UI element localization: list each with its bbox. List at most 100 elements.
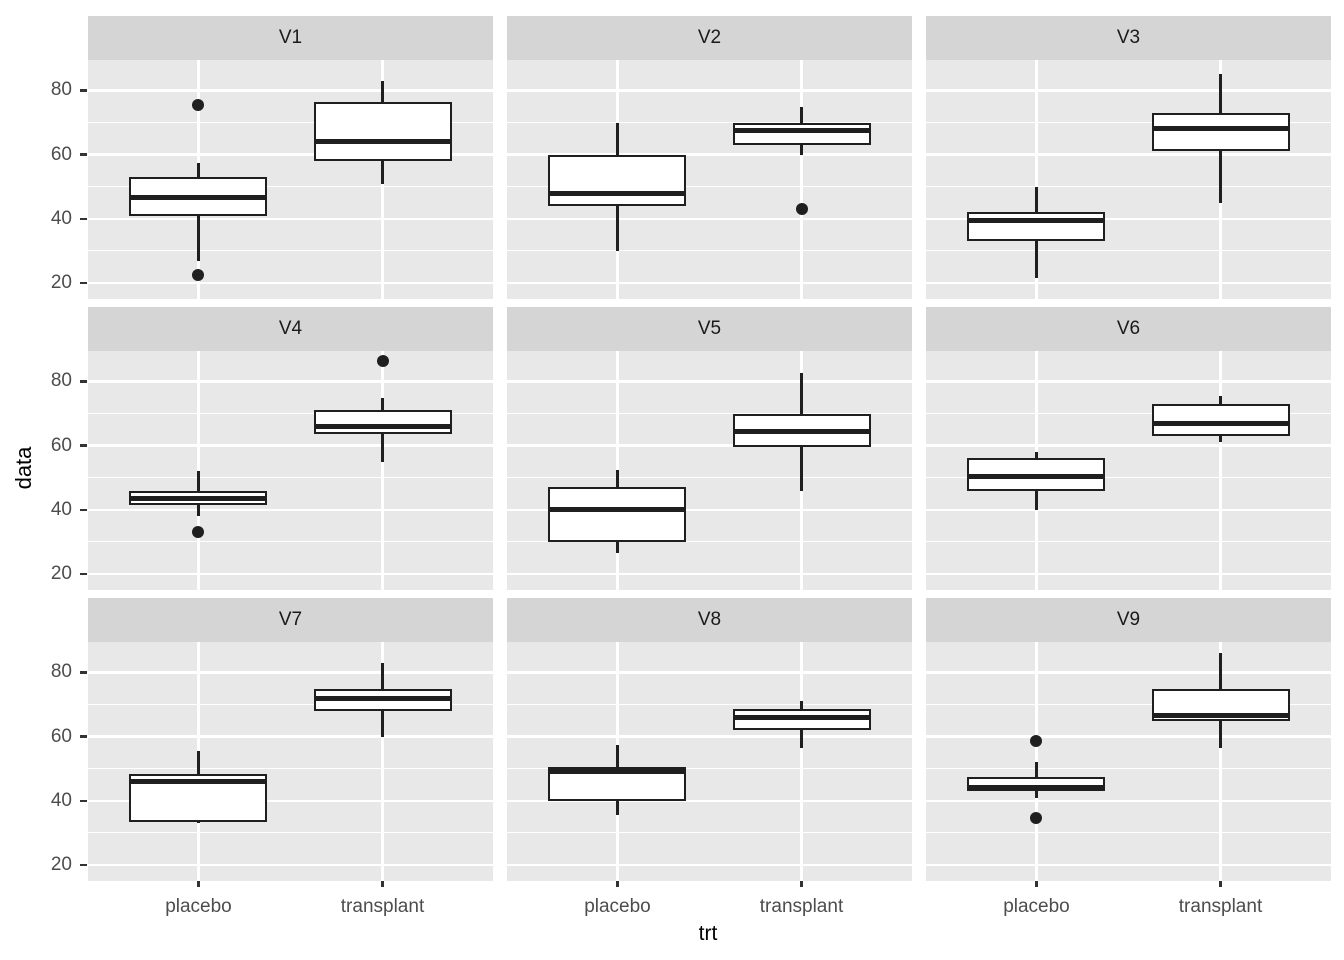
- y-tick-label: 60: [50, 434, 72, 456]
- vertical-gridline: [1035, 60, 1038, 299]
- boxplot-box: [1151, 403, 1290, 436]
- facet-strip-label: V1: [278, 27, 303, 48]
- major-gridline: [88, 380, 493, 383]
- y-axis-tick: [80, 735, 87, 738]
- major-gridline: [88, 281, 493, 285]
- major-gridline: [507, 572, 912, 576]
- vertical-gridline: [800, 60, 803, 299]
- y-tick-label: 40: [50, 207, 72, 229]
- y-tick-label: 40: [50, 789, 72, 811]
- boxplot-median: [548, 769, 687, 775]
- boxplot-outlier-point: [192, 526, 205, 539]
- facet-strip-label: V5: [697, 318, 722, 339]
- boxplot-median: [548, 190, 687, 196]
- facet-panel: [88, 351, 493, 590]
- major-gridline: [507, 153, 912, 156]
- major-gridline: [507, 380, 912, 383]
- minor-gridline: [507, 477, 912, 479]
- facet-panel: [88, 642, 493, 881]
- major-gridline: [507, 217, 912, 221]
- major-gridline: [507, 89, 912, 92]
- major-gridline: [507, 863, 912, 867]
- major-gridline: [507, 444, 912, 447]
- boxplot-outlier-point: [1030, 812, 1043, 825]
- facet-strip: V2: [507, 16, 912, 60]
- boxplot-median: [313, 139, 452, 145]
- boxplot-median: [967, 473, 1106, 479]
- boxplot-median: [129, 195, 268, 201]
- major-gridline: [926, 572, 1331, 576]
- x-axis-tick: [800, 881, 803, 887]
- boxplot-median: [967, 217, 1106, 223]
- y-axis-tick: [80, 799, 87, 803]
- major-gridline: [926, 799, 1331, 803]
- vertical-gridline: [800, 642, 803, 881]
- facet-strip: V7: [88, 598, 493, 642]
- facet-panel: [507, 60, 912, 299]
- minor-gridline: [507, 541, 912, 543]
- x-axis-title: trt: [698, 922, 718, 945]
- x-tick-label: transplant: [759, 896, 844, 917]
- minor-gridline: [88, 832, 493, 834]
- minor-gridline: [507, 703, 912, 706]
- facet-panel: [926, 60, 1331, 299]
- facet-strip: V9: [926, 598, 1331, 642]
- facet-panel: [88, 60, 493, 299]
- y-tick-label: 80: [50, 661, 72, 683]
- minor-gridline: [88, 121, 493, 124]
- boxplot-box: [732, 122, 871, 145]
- y-axis-tick: [80, 671, 87, 674]
- minor-gridline: [926, 832, 1331, 834]
- minor-gridline: [507, 186, 912, 188]
- major-gridline: [88, 671, 493, 674]
- x-axis-tick: [381, 881, 384, 887]
- y-axis-tick: [80, 380, 87, 383]
- major-gridline: [507, 735, 912, 738]
- boxplot-box: [548, 487, 687, 542]
- facet-panel: [507, 642, 912, 881]
- minor-gridline: [926, 121, 1331, 124]
- y-tick-label: 60: [50, 143, 72, 165]
- boxplot-outlier-point: [192, 268, 205, 281]
- minor-gridline: [926, 541, 1331, 543]
- facet-strip: V8: [507, 598, 912, 642]
- y-tick-label: 80: [50, 79, 72, 101]
- minor-gridline: [926, 412, 1331, 415]
- x-axis-tick: [616, 881, 619, 887]
- y-axis-tick: [80, 281, 87, 285]
- boxplot-median: [129, 496, 268, 502]
- major-gridline: [507, 281, 912, 285]
- major-gridline: [926, 863, 1331, 867]
- boxplot-outlier-point: [376, 354, 389, 367]
- minor-gridline: [88, 412, 493, 415]
- x-tick-label: placebo: [165, 896, 232, 917]
- minor-gridline: [88, 186, 493, 188]
- vertical-gridline: [1219, 351, 1222, 590]
- minor-gridline: [507, 121, 912, 124]
- boxplot-box: [313, 101, 452, 162]
- minor-gridline: [507, 832, 912, 834]
- facet-strip-label: V3: [1116, 27, 1141, 48]
- x-axis-tick: [197, 881, 200, 887]
- boxplot-median: [732, 714, 871, 720]
- x-axis-tick: [1219, 881, 1222, 887]
- boxplot-median: [1151, 126, 1290, 132]
- major-gridline: [926, 671, 1331, 674]
- minor-gridline: [88, 477, 493, 479]
- y-tick-label: 60: [50, 725, 72, 747]
- boxplot-outlier-point: [795, 203, 808, 216]
- minor-gridline: [88, 250, 493, 252]
- facet-strip-label: V6: [1116, 318, 1141, 339]
- minor-gridline: [926, 768, 1331, 770]
- vertical-gridline: [1219, 642, 1222, 881]
- major-gridline: [926, 281, 1331, 285]
- boxplot-median: [313, 695, 452, 701]
- boxplot-median: [1151, 713, 1290, 719]
- facet-strip: V3: [926, 16, 1331, 60]
- major-gridline: [88, 863, 493, 867]
- facet-strip: V1: [88, 16, 493, 60]
- major-gridline: [88, 89, 493, 92]
- vertical-gridline: [381, 351, 384, 590]
- major-gridline: [88, 735, 493, 738]
